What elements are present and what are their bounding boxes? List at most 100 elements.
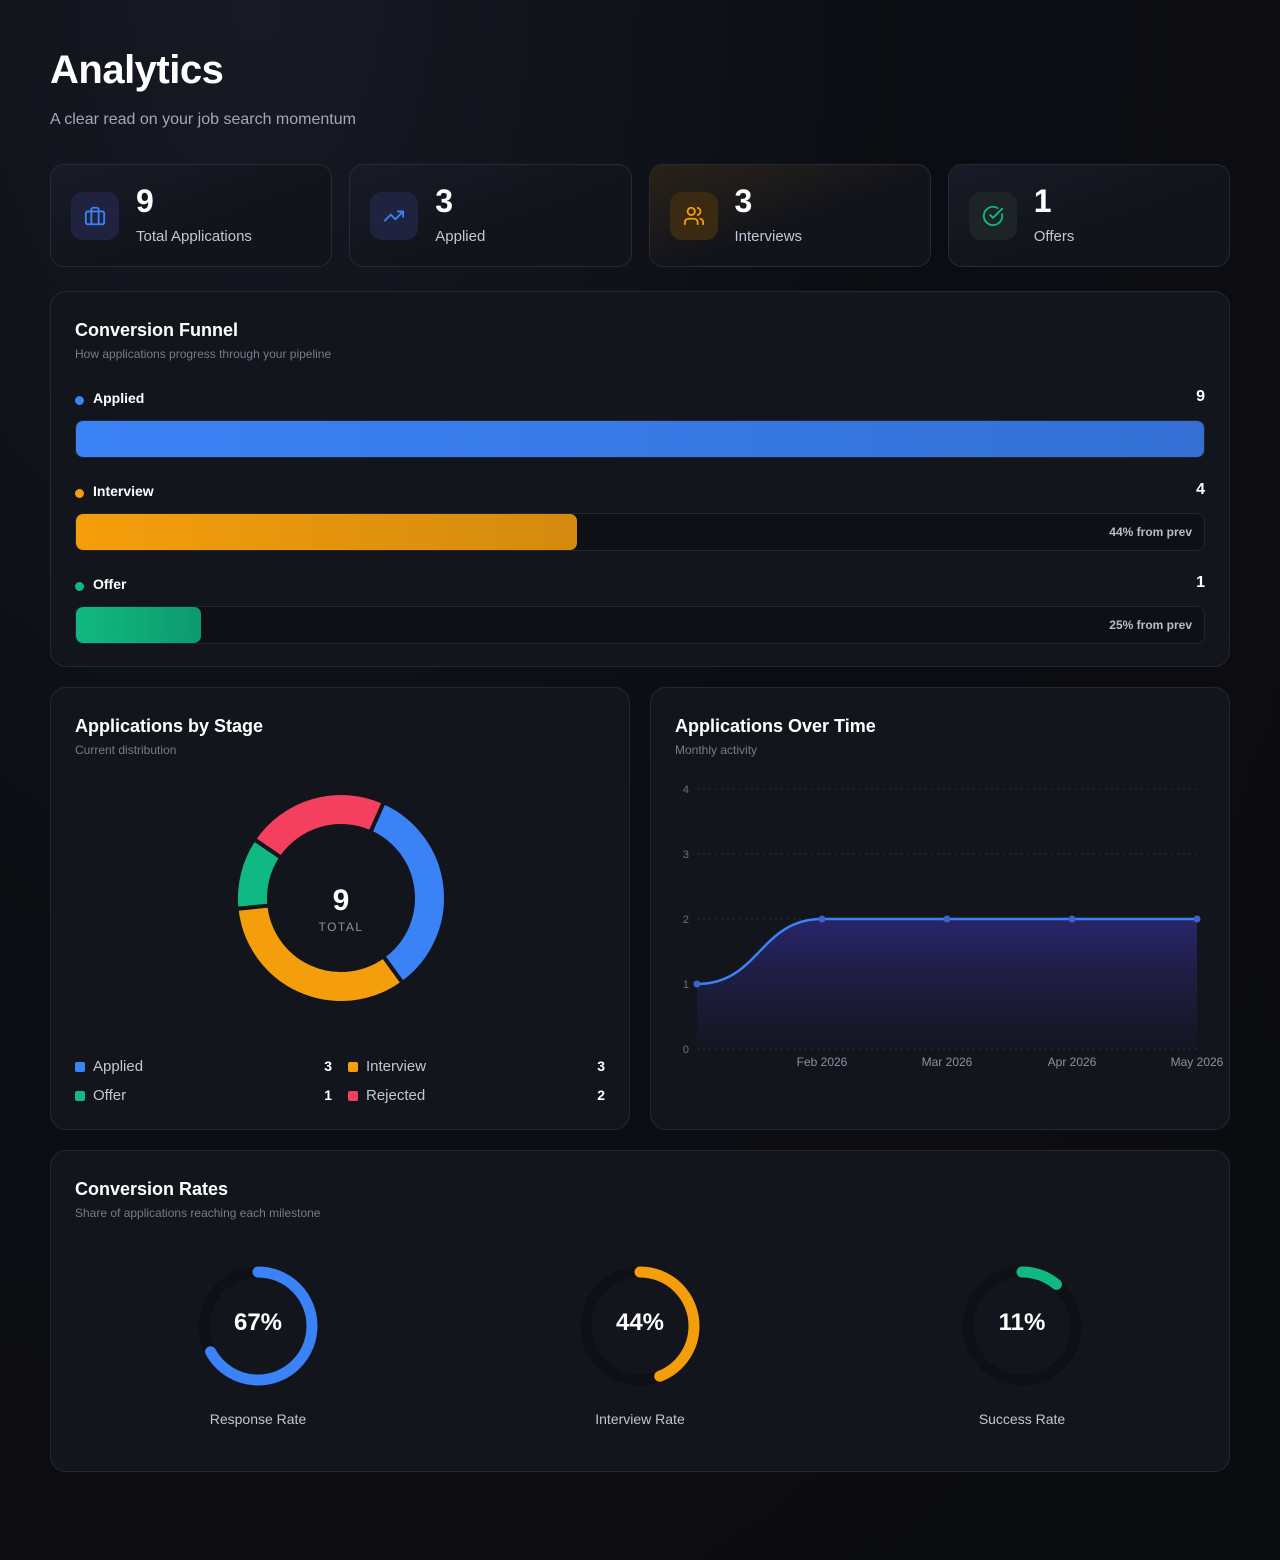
stage-label: Offer bbox=[93, 576, 127, 592]
card-subtitle: Current distribution bbox=[75, 743, 177, 757]
stage-dot bbox=[75, 489, 84, 498]
card-subtitle: Share of applications reaching each mile… bbox=[75, 1206, 321, 1220]
success-rate-ring bbox=[962, 1266, 1082, 1386]
card-subtitle: Monthly activity bbox=[675, 743, 758, 757]
legend-label: Offer bbox=[93, 1087, 127, 1104]
card-title: Applications Over Time bbox=[675, 716, 876, 736]
stage-note: 25% from prev bbox=[1109, 618, 1192, 632]
rate-response: 67% Response Rate bbox=[151, 1261, 351, 1461]
legend-value: 2 bbox=[597, 1087, 605, 1103]
legend-swatch bbox=[348, 1091, 358, 1101]
area-fill bbox=[697, 919, 1197, 1049]
briefcase-icon bbox=[71, 192, 119, 240]
applications-by-stage-card: Applications by Stage Current distributi… bbox=[50, 687, 630, 1130]
stat-value: 3 bbox=[734, 183, 753, 219]
data-point bbox=[818, 915, 826, 923]
legend-item-rejected: Rejected 2 bbox=[348, 1087, 605, 1107]
stage-label: Interview bbox=[93, 483, 154, 499]
users-icon bbox=[669, 192, 718, 240]
stage-fill bbox=[76, 607, 202, 643]
rate-percentage: 11% bbox=[998, 1309, 1046, 1336]
stage-dot bbox=[75, 396, 84, 405]
legend-label: Interview bbox=[366, 1058, 427, 1075]
x-tick-label: Mar 2026 bbox=[922, 1055, 973, 1069]
funnel-stage-offer: Offer 1 25% from prev bbox=[75, 570, 1205, 644]
rate-label: Success Rate bbox=[978, 1411, 1066, 1427]
legend-label: Rejected bbox=[366, 1087, 426, 1104]
stat-card-interviews: 3 Interviews bbox=[648, 164, 931, 267]
legend-value: 3 bbox=[597, 1058, 605, 1074]
data-point bbox=[1068, 915, 1076, 923]
card-title: Conversion Funnel bbox=[75, 320, 239, 340]
legend-swatch bbox=[75, 1091, 85, 1101]
response-rate-ring bbox=[198, 1266, 318, 1386]
funnel-stage-interview: Interview 4 44% from prev bbox=[75, 477, 1205, 551]
legend-item-offer: Offer 1 bbox=[75, 1087, 332, 1107]
stage-track bbox=[75, 420, 1205, 458]
y-tick-label: 2 bbox=[683, 914, 689, 926]
x-tick-label: May 2026 bbox=[1171, 1055, 1224, 1069]
stage-count: 1 bbox=[1196, 574, 1205, 591]
applications-over-time-card: Applications Over Time Monthly activity … bbox=[650, 687, 1230, 1130]
card-title: Conversion Rates bbox=[75, 1179, 229, 1199]
donut-slice-rejected bbox=[251, 791, 387, 861]
rate-success: 11% Success Rate bbox=[915, 1261, 1115, 1461]
stage-count: 9 bbox=[1196, 388, 1205, 405]
stat-value: 1 bbox=[1033, 183, 1052, 219]
stage-count: 4 bbox=[1196, 481, 1205, 498]
data-point bbox=[1193, 915, 1201, 923]
stat-cards: 9 Total Applications 3 Applied 3 Intervi… bbox=[50, 164, 1230, 267]
y-tick-label: 1 bbox=[683, 979, 689, 991]
data-point bbox=[693, 980, 701, 988]
stage-note: 44% from prev bbox=[1109, 525, 1192, 539]
y-tick-label: 0 bbox=[683, 1044, 689, 1056]
rate-label: Interview Rate bbox=[595, 1411, 685, 1427]
interview-rate-ring bbox=[580, 1266, 700, 1386]
applications-area-chart: 0 1 2 3 4 Feb 2026 Mar 2026 Apr 2026 May 2026 bbox=[683, 784, 1224, 1069]
stat-label: Interviews bbox=[734, 228, 803, 245]
legend-value: 3 bbox=[324, 1058, 332, 1074]
rate-percentage: 44% bbox=[615, 1309, 665, 1336]
legend-value: 1 bbox=[324, 1087, 332, 1103]
page-subtitle: A clear read on your job search momentum bbox=[50, 111, 356, 128]
stage-dot bbox=[75, 582, 84, 591]
x-tick-label: Apr 2026 bbox=[1048, 1055, 1097, 1069]
stage-label: Applied bbox=[93, 390, 145, 406]
stat-card-total-applications: 9 Total Applications bbox=[50, 164, 333, 267]
stage-donut-chart: 9 TOTAL bbox=[234, 791, 448, 1005]
stat-value: 3 bbox=[435, 183, 454, 219]
legend-item-interview: Interview 3 bbox=[348, 1058, 605, 1078]
rate-label: Response Rate bbox=[209, 1411, 307, 1427]
stage-track: 44% from prev bbox=[75, 513, 1205, 551]
ring-progress bbox=[580, 1266, 700, 1386]
legend-label: Applied bbox=[93, 1058, 144, 1075]
conversion-rates-card: Conversion Rates Share of applications r… bbox=[50, 1150, 1230, 1472]
trending-up-icon bbox=[370, 192, 419, 240]
ring-progress bbox=[198, 1266, 318, 1386]
stat-card-offers: 1 Offers bbox=[947, 164, 1230, 267]
card-subtitle: How applications progress through your p… bbox=[75, 347, 332, 361]
card-title: Applications by Stage bbox=[75, 716, 264, 736]
stage-fill bbox=[76, 514, 577, 550]
stage-fill bbox=[76, 421, 1204, 457]
donut-total-value: 9 bbox=[333, 884, 350, 917]
rate-percentage: 67% bbox=[233, 1309, 283, 1336]
stat-value: 9 bbox=[136, 183, 154, 219]
y-tick-label: 4 bbox=[683, 784, 689, 796]
funnel-stage-applied: Applied 9 bbox=[75, 384, 1205, 458]
legend-swatch bbox=[348, 1062, 358, 1072]
x-tick-label: Feb 2026 bbox=[797, 1055, 848, 1069]
stat-label: Total Applications bbox=[136, 228, 252, 245]
ring-progress bbox=[962, 1266, 1082, 1386]
legend-item-applied: Applied 3 bbox=[75, 1058, 332, 1078]
y-tick-label: 3 bbox=[683, 849, 689, 861]
donut-total-label: TOTAL bbox=[318, 920, 363, 934]
rate-interview: 44% Interview Rate bbox=[533, 1261, 733, 1461]
stat-label: Applied bbox=[435, 228, 486, 245]
stage-track: 25% from prev bbox=[75, 606, 1205, 644]
legend-swatch bbox=[75, 1062, 85, 1072]
stat-card-applied: 3 Applied bbox=[349, 164, 632, 267]
page-title: Analytics bbox=[50, 48, 224, 92]
check-circle-icon bbox=[968, 192, 1017, 240]
stat-label: Offers bbox=[1033, 228, 1075, 245]
